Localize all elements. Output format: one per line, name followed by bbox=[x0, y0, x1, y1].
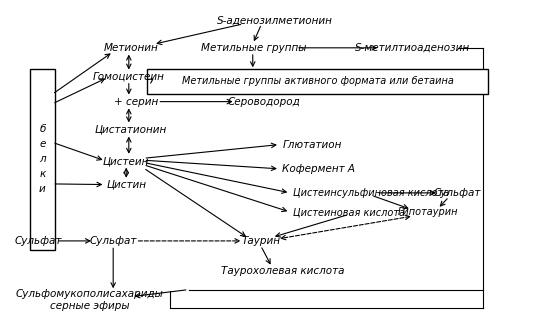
Text: Цистеин: Цистеин bbox=[103, 156, 149, 166]
Text: Сульфат: Сульфат bbox=[89, 236, 137, 246]
Text: Цистеинсульфиновая кислота: Цистеинсульфиновая кислота bbox=[293, 188, 449, 198]
Text: Метильные группы: Метильные группы bbox=[201, 43, 307, 53]
Text: Цистин: Цистин bbox=[106, 180, 146, 190]
Text: S-метилтиоаденозин: S-метилтиоаденозин bbox=[355, 43, 470, 53]
Text: Метионин: Метионин bbox=[104, 43, 159, 53]
Text: Кофермент А: Кофермент А bbox=[282, 164, 355, 174]
Text: Цистатионин: Цистатионин bbox=[94, 124, 167, 134]
Text: б
е
л
к
и: б е л к и bbox=[39, 124, 46, 194]
Text: Глютатион: Глютатион bbox=[282, 140, 342, 150]
FancyBboxPatch shape bbox=[30, 68, 55, 250]
Text: Сульфомукополисахариды
серные эфиры: Сульфомукополисахариды серные эфиры bbox=[16, 289, 164, 311]
Text: Гомоцистеин: Гомоцистеин bbox=[93, 72, 165, 82]
Text: Сульфат: Сульфат bbox=[433, 188, 481, 198]
Text: S-аденозилметионин: S-аденозилметионин bbox=[217, 16, 333, 26]
Text: Метильные группы активного формата или бетаина: Метильные группы активного формата или б… bbox=[182, 76, 453, 86]
Text: + серин: + серин bbox=[114, 97, 159, 107]
FancyBboxPatch shape bbox=[147, 68, 488, 94]
Text: Таурин: Таурин bbox=[241, 236, 280, 246]
Text: Цистеиновая кислота: Цистеиновая кислота bbox=[293, 207, 405, 217]
Text: Сульфат: Сульфат bbox=[15, 236, 63, 246]
Text: Сероводород: Сероводород bbox=[228, 97, 301, 107]
Text: Гипотаурин: Гипотаурин bbox=[398, 207, 459, 217]
Text: Таурохолевая кислота: Таурохолевая кислота bbox=[220, 266, 344, 276]
